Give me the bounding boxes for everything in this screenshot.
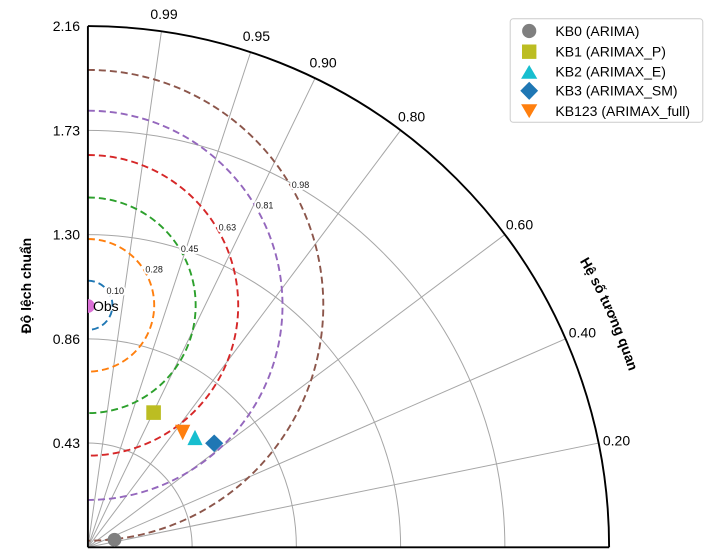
svg-text:0.81: 0.81 [256, 201, 274, 211]
svg-text:0.99: 0.99 [150, 6, 177, 22]
svg-text:0.40: 0.40 [569, 325, 596, 341]
svg-text:0.98: 0.98 [292, 180, 310, 190]
svg-text:0.10: 0.10 [107, 286, 125, 296]
svg-text:Độ lệch chuẩn: Độ lệch chuẩn [18, 238, 34, 334]
svg-text:0.20: 0.20 [603, 432, 630, 448]
svg-text:Obs: Obs [93, 298, 119, 314]
svg-text:2.16: 2.16 [53, 18, 80, 34]
svg-text:0.80: 0.80 [398, 109, 425, 125]
svg-text:0.63: 0.63 [219, 222, 237, 232]
svg-text:0.60: 0.60 [506, 217, 533, 233]
svg-text:KB3 (ARIMAX_SM): KB3 (ARIMAX_SM) [555, 83, 677, 99]
svg-text:1.30: 1.30 [53, 227, 80, 243]
svg-text:0.10: 0.10 [107, 286, 125, 296]
svg-text:KB1 (ARIMAX_P): KB1 (ARIMAX_P) [555, 44, 665, 60]
svg-text:0.43: 0.43 [53, 435, 80, 451]
svg-text:0.45: 0.45 [181, 244, 199, 254]
svg-text:0.95: 0.95 [243, 28, 270, 44]
svg-text:0.86: 0.86 [53, 331, 80, 347]
svg-text:0.28: 0.28 [145, 265, 163, 275]
svg-text:KB0 (ARIMA): KB0 (ARIMA) [555, 23, 639, 39]
svg-text:KB2 (ARIMAX_E): KB2 (ARIMAX_E) [555, 64, 665, 80]
svg-text:1.73: 1.73 [53, 122, 80, 138]
svg-text:0.81: 0.81 [256, 201, 274, 211]
svg-text:0.28: 0.28 [145, 265, 163, 275]
svg-text:KB123 (ARIMAX_full): KB123 (ARIMAX_full) [555, 103, 690, 119]
svg-text:0.45: 0.45 [181, 244, 199, 254]
svg-text:0.98: 0.98 [292, 180, 310, 190]
svg-text:0.63: 0.63 [219, 222, 237, 232]
svg-text:0.90: 0.90 [309, 55, 336, 71]
